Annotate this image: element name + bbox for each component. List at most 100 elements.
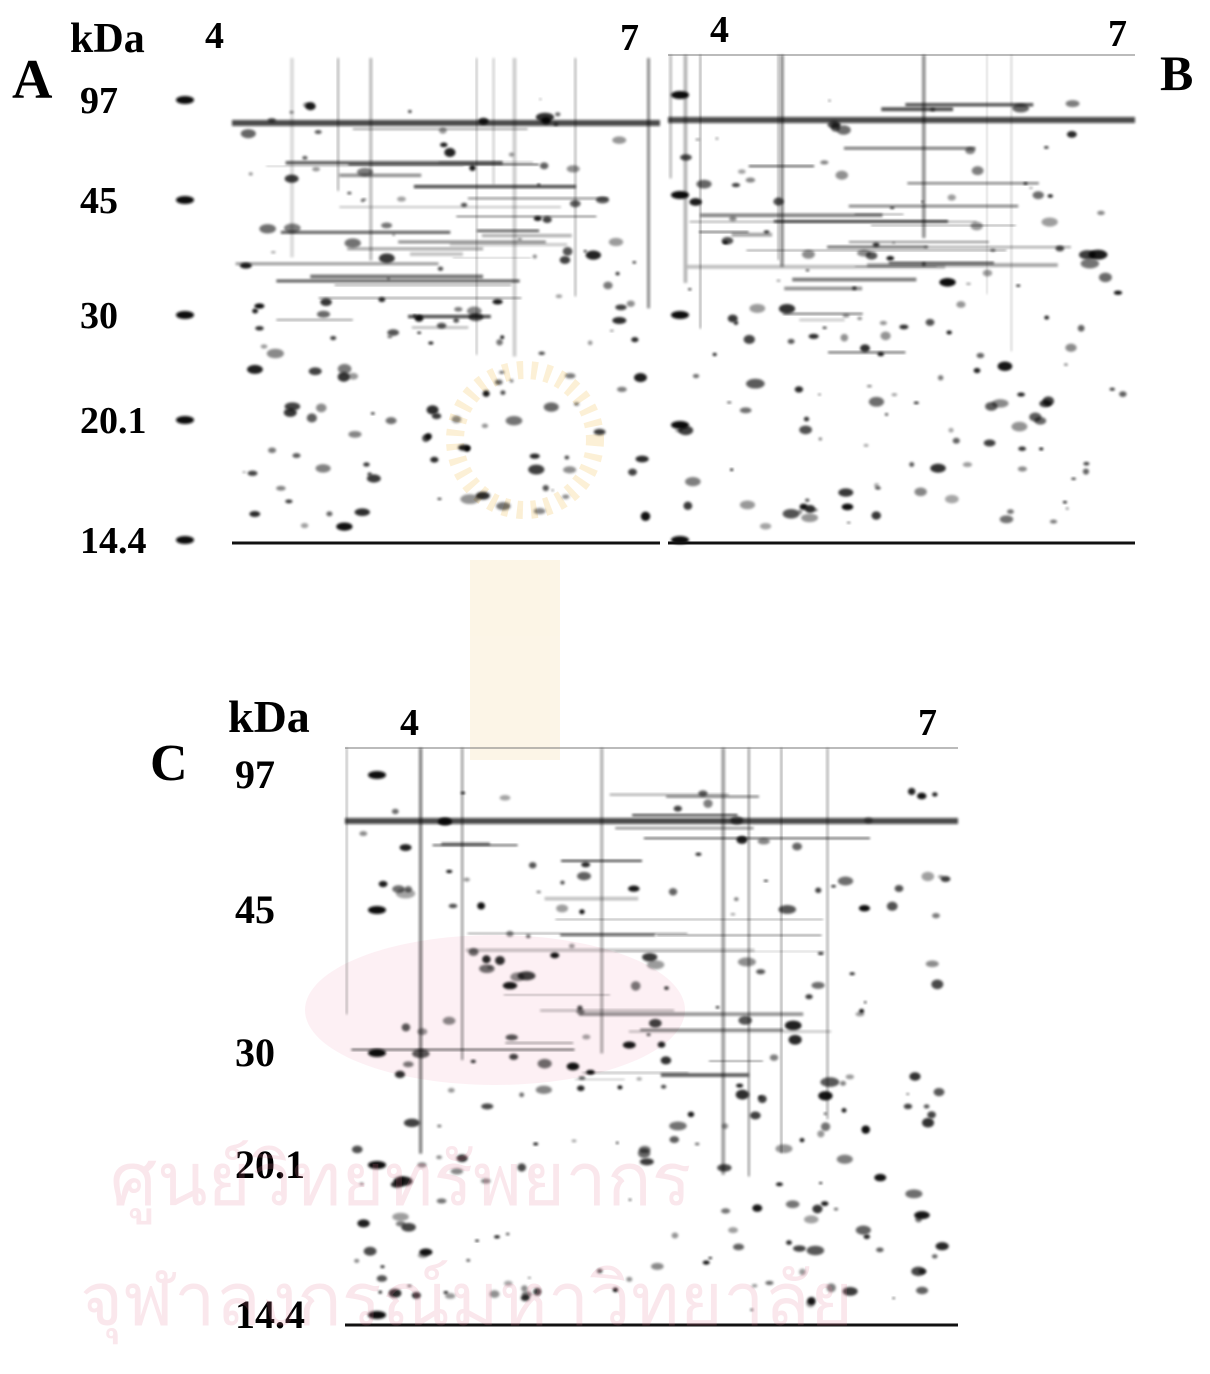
gel-spot xyxy=(678,425,694,436)
gel-spot xyxy=(671,1232,679,1239)
gel-spot xyxy=(820,160,829,165)
gel-spot xyxy=(559,256,571,264)
marker-label: 45 xyxy=(80,180,118,222)
gel-spot xyxy=(628,468,637,476)
gel-streak xyxy=(683,55,688,283)
gel-spot xyxy=(1042,396,1055,406)
gel-spot xyxy=(509,379,514,383)
gel-spot xyxy=(563,466,577,474)
gel-spot xyxy=(1065,343,1077,352)
gel-spot xyxy=(823,1112,827,1116)
gel-spot xyxy=(921,200,924,203)
gel-spot xyxy=(308,367,322,376)
gel-streak xyxy=(867,263,1058,267)
gel-spot xyxy=(1043,145,1049,149)
gel-spot xyxy=(657,1041,666,1048)
gel-spot xyxy=(387,329,400,336)
gel-spot xyxy=(751,1284,758,1288)
ladder-band xyxy=(671,311,689,319)
gel-spot xyxy=(359,1182,364,1186)
gel-spot xyxy=(539,98,542,101)
gel-spot xyxy=(818,437,823,441)
gel-streak xyxy=(905,103,1034,107)
gel-spot xyxy=(880,331,891,341)
gel-spot xyxy=(935,1242,949,1251)
gel-spot xyxy=(407,1284,412,1288)
gel-streak xyxy=(413,184,576,189)
gel-spot xyxy=(811,981,825,989)
gel-spot xyxy=(945,494,959,504)
gel-spot xyxy=(283,223,301,233)
gel-spot xyxy=(931,979,944,990)
gel-spot xyxy=(792,842,803,851)
gel-spot xyxy=(922,1117,935,1128)
gel-spot xyxy=(631,337,639,343)
gel-spot xyxy=(875,486,881,490)
gel-spot xyxy=(787,338,795,344)
gel-spot xyxy=(906,1092,910,1096)
gel-spot xyxy=(876,1247,884,1253)
gel-spot xyxy=(946,330,952,335)
gel-streak xyxy=(881,107,954,112)
gel-spot xyxy=(745,177,756,183)
gel-spot xyxy=(367,472,372,477)
gel-spot xyxy=(576,1009,585,1015)
gel-spot xyxy=(775,1144,793,1154)
gel-spot xyxy=(440,142,448,148)
gel-spot xyxy=(826,1283,836,1293)
gel-streak xyxy=(540,1009,675,1012)
gel-spot xyxy=(357,1219,370,1228)
gel-spot xyxy=(306,413,317,423)
gel-spot xyxy=(820,1122,831,1132)
gel-spot xyxy=(907,787,916,796)
gel-spot xyxy=(861,1125,871,1134)
gel-spot xyxy=(976,352,985,359)
gel-spot xyxy=(542,484,549,492)
gel-streak xyxy=(579,1012,804,1016)
gel-streak xyxy=(632,813,738,817)
gel-spot xyxy=(495,955,505,965)
gel-spot xyxy=(947,194,956,201)
gel-spot xyxy=(443,1291,449,1294)
gel-spot xyxy=(884,412,889,416)
gel-spot xyxy=(970,221,983,231)
gel-spot xyxy=(489,1290,500,1298)
gel-spot xyxy=(698,790,708,797)
gel-spot xyxy=(401,1222,416,1232)
gel-spot xyxy=(757,838,770,845)
marker-label: 14.4 xyxy=(80,520,147,562)
gel-spot xyxy=(466,306,482,316)
gel-spot xyxy=(805,994,813,1000)
gel-spot xyxy=(578,1076,586,1080)
gel-spot xyxy=(892,1297,895,1300)
gel-streak xyxy=(456,215,597,218)
gel-spot xyxy=(508,152,515,157)
gel-spot xyxy=(312,167,321,172)
gel-spot xyxy=(720,1208,731,1214)
gel-spot xyxy=(695,138,700,141)
gel-spot xyxy=(451,415,462,424)
gel-spot xyxy=(292,453,301,459)
gel-spot xyxy=(778,304,796,314)
gel-spot xyxy=(582,1034,591,1040)
gel-spot xyxy=(553,122,559,126)
gel-spot xyxy=(378,297,386,303)
gel-spot xyxy=(1016,284,1021,287)
gel-spot xyxy=(743,334,755,344)
gel-spot xyxy=(444,147,456,157)
gel-spot xyxy=(315,403,327,413)
gel-spot xyxy=(431,412,442,420)
gel-band xyxy=(232,120,660,126)
gel-spot xyxy=(348,430,362,438)
gel-spot xyxy=(923,1104,930,1109)
gel-spot xyxy=(859,344,871,353)
gel-spot xyxy=(775,1182,783,1187)
gel-spot xyxy=(925,318,935,326)
gel-spot xyxy=(769,1054,779,1061)
gel-spot xyxy=(842,313,850,318)
gel-spot xyxy=(521,1291,532,1298)
gel-spot xyxy=(626,300,635,307)
gel-spot xyxy=(550,952,560,959)
gel-spot xyxy=(642,952,658,962)
gel-spot xyxy=(260,344,268,349)
